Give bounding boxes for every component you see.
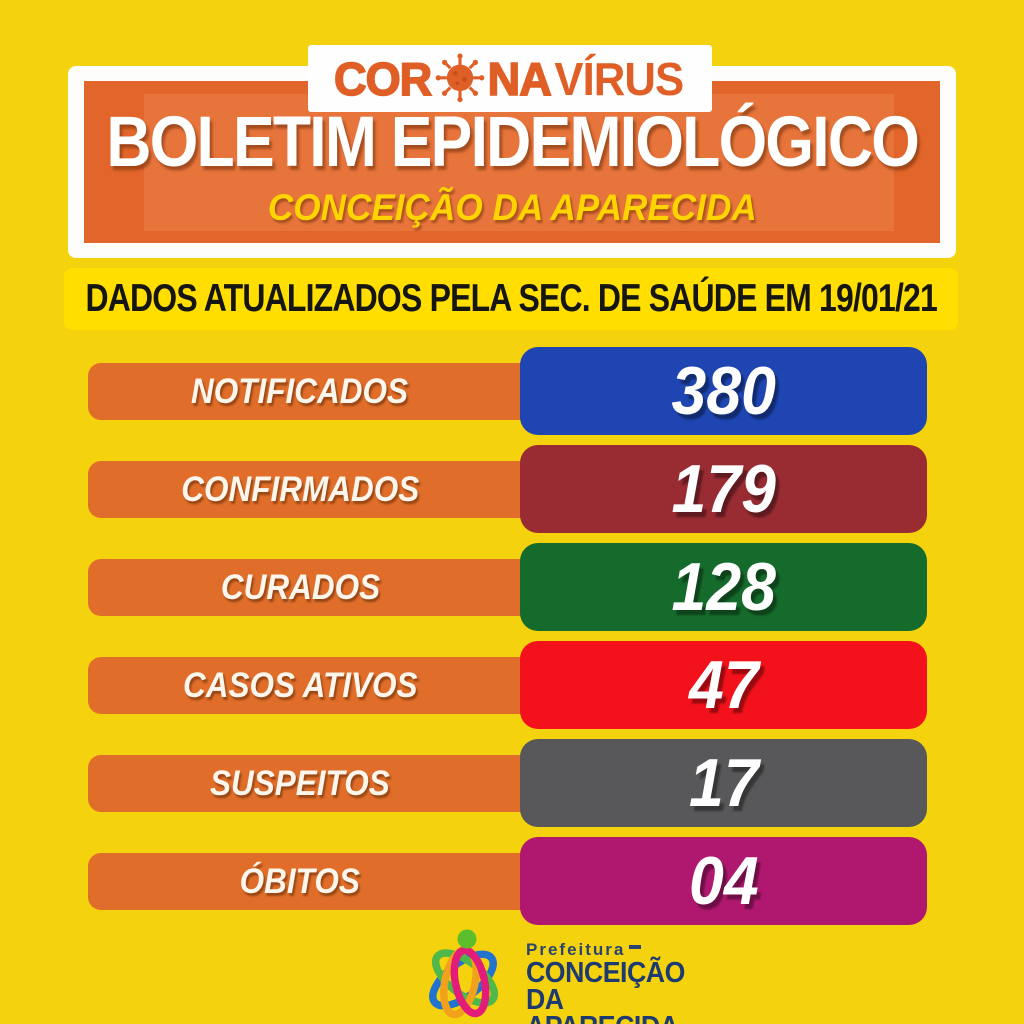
prefeitura-city-line2: DA APARECIDA (526, 984, 679, 1024)
stat-label-bar: CONFIRMADOS (88, 461, 540, 518)
coronavirus-text-part1: COR (334, 52, 434, 106)
stat-value: 128 (671, 549, 776, 625)
page-title: BOLETIM EPIDEMIOLÓGICO (106, 102, 919, 182)
prefeitura-small-label: Prefeitura (526, 940, 626, 959)
stat-value: 380 (671, 353, 776, 429)
stat-label-bar: CASOS ATIVOS (88, 657, 540, 714)
stat-value-box: 380 (520, 347, 927, 435)
prefeitura-city-line1: CONCEIÇÃO (526, 957, 685, 989)
stat-row-confirmados: CONFIRMADOS 179 (0, 445, 1024, 533)
stat-label: NOTIFICADOS (191, 371, 409, 411)
stat-label-bar: SUSPEITOS (88, 755, 540, 812)
emblem-head (457, 929, 477, 949)
stat-value: 04 (688, 843, 759, 919)
stat-label: SUSPEITOS (210, 763, 390, 803)
virus-icon (435, 52, 484, 102)
stat-row-notificados: NOTIFICADOS 380 (0, 347, 1024, 435)
stat-value-box: 17 (520, 739, 927, 827)
stat-label: CONFIRMADOS (181, 469, 419, 509)
stat-value-box: 179 (520, 445, 927, 533)
update-bar-text: DADOS ATUALIZADOS PELA SEC. DE SAÚDE EM … (85, 277, 937, 320)
stat-value: 47 (688, 647, 759, 723)
prefeitura-text-block: Prefeitura CONCEIÇÃO DA APARECIDA (526, 928, 722, 1024)
stat-label: ÓBITOS (239, 861, 361, 901)
stat-label-bar: ÓBITOS (88, 853, 540, 910)
stat-row-casos-ativos: CASOS ATIVOS 47 (0, 641, 1024, 729)
prefeitura-logo: Prefeitura CONCEIÇÃO DA APARECIDA (412, 928, 722, 1024)
stat-value-box: 47 (520, 641, 927, 729)
stat-value-box: 128 (520, 543, 927, 631)
stat-value-box: 04 (520, 837, 927, 925)
banner-highlight (144, 94, 894, 231)
coronavirus-text-part2: NA (486, 52, 552, 106)
stat-label: CURADOS (220, 567, 380, 607)
stat-label-bar: NOTIFICADOS (88, 363, 540, 420)
update-bar: DADOS ATUALIZADOS PELA SEC. DE SAÚDE EM … (64, 268, 958, 330)
coronavirus-text-part3: VÍRUS (554, 52, 684, 105)
prefeitura-emblem-icon (429, 929, 499, 1019)
stat-value: 17 (688, 745, 759, 821)
stat-row-curados: CURADOS 128 (0, 543, 1024, 631)
coronavirus-logo-box: COR NA VÍRUS (308, 45, 712, 112)
prefeitura-dash (629, 944, 642, 949)
page-subtitle: CONCEIÇÃO DA APARECIDA (267, 186, 757, 228)
stat-label-bar: CURADOS (88, 559, 540, 616)
stat-value: 179 (671, 451, 776, 527)
banner-background: BOLETIM EPIDEMIOLÓGICO CONCEIÇÃO DA APAR… (84, 81, 940, 243)
coronavirus-wordmark: COR NA VÍRUS (333, 50, 686, 108)
stat-row-suspeitos: SUSPEITOS 17 (0, 739, 1024, 827)
stat-row-obitos: ÓBITOS 04 (0, 837, 1024, 925)
stat-label: CASOS ATIVOS (182, 665, 418, 705)
